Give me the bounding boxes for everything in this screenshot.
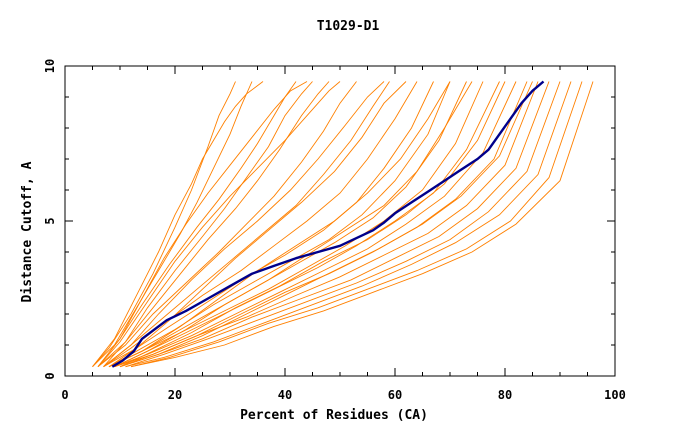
y-axis-label: Distance Cutoff, A bbox=[20, 161, 35, 302]
model-curve-28 bbox=[114, 81, 473, 368]
model-curve-26 bbox=[108, 81, 407, 368]
y-axis: 0 5 10 bbox=[43, 59, 615, 380]
model-curve-30 bbox=[119, 81, 533, 368]
model-curve-23 bbox=[97, 81, 308, 367]
model-curve-3 bbox=[92, 81, 236, 367]
x-tick-label: 20 bbox=[168, 388, 182, 402]
model-curve-4 bbox=[97, 81, 297, 367]
x-tick-label: 60 bbox=[388, 388, 402, 402]
model-curve-14 bbox=[114, 81, 517, 368]
x-axis: 0 20 40 60 80 100 bbox=[61, 66, 626, 402]
plot-area bbox=[92, 80, 594, 368]
x-axis-label: Percent of Residues (CA) bbox=[240, 408, 428, 423]
model-curve-21 bbox=[130, 81, 594, 368]
y-tick-label: 10 bbox=[43, 59, 57, 73]
model-curve-24 bbox=[103, 81, 313, 367]
model-curve-22 bbox=[97, 81, 341, 367]
x-tick-label: 0 bbox=[61, 388, 68, 402]
model-curve-7 bbox=[103, 81, 390, 368]
chart-title: T1029-D1 bbox=[317, 19, 380, 34]
model-curve-2 bbox=[92, 81, 253, 368]
x-tick-label: 100 bbox=[604, 388, 626, 402]
model-curve-9 bbox=[103, 81, 434, 368]
x-tick-label: 40 bbox=[278, 388, 292, 402]
model-curve-16 bbox=[119, 81, 539, 368]
model-curve-12 bbox=[108, 81, 484, 368]
y-tick-label: 0 bbox=[43, 372, 57, 379]
model-curve-27 bbox=[108, 81, 451, 368]
highlight-curve bbox=[111, 80, 545, 368]
model-curve-19 bbox=[125, 81, 572, 368]
plot-frame bbox=[64, 65, 616, 377]
model-curve-5 bbox=[97, 81, 330, 368]
x-tick-label: 80 bbox=[498, 388, 512, 402]
model-curve-17 bbox=[119, 81, 550, 368]
y-tick-label: 5 bbox=[43, 217, 57, 224]
model-curve-29 bbox=[119, 81, 506, 368]
model-curve-18 bbox=[125, 81, 561, 368]
model-curve-1 bbox=[92, 81, 264, 367]
model-curve-6 bbox=[97, 81, 357, 368]
model-curve-25 bbox=[103, 81, 385, 368]
model-curve-13 bbox=[114, 81, 500, 368]
model-curve-20 bbox=[130, 81, 583, 368]
